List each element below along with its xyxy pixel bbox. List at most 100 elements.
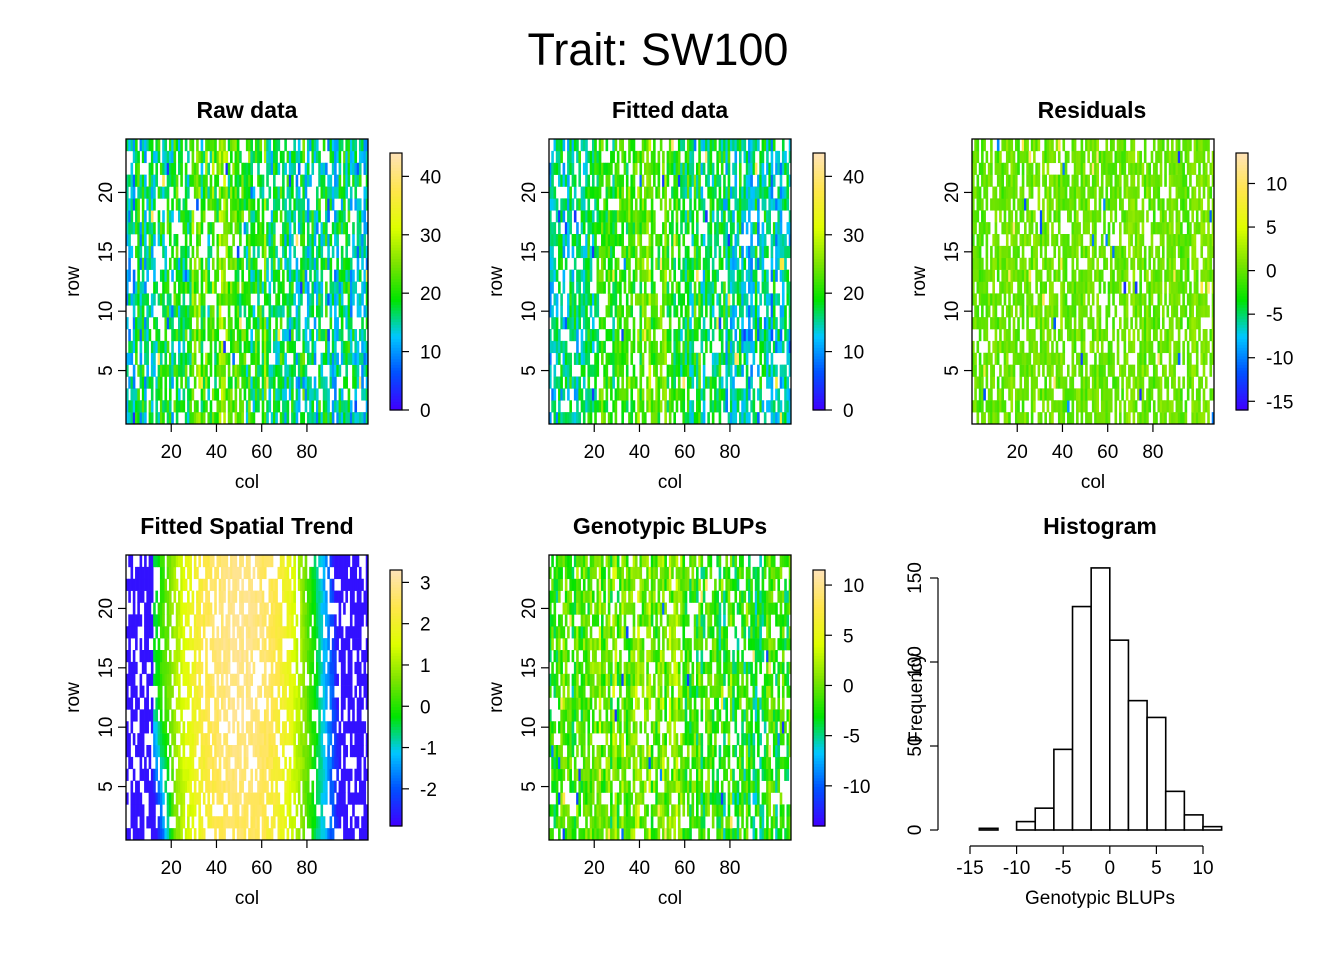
heatmap-cell bbox=[630, 340, 634, 354]
heatmap-cell bbox=[639, 364, 643, 377]
heatmap-cell bbox=[671, 222, 674, 235]
heatmap-cells bbox=[972, 139, 1215, 425]
heatmap-cell bbox=[1166, 234, 1170, 247]
heatmap-cell bbox=[306, 222, 310, 235]
heatmap-cell bbox=[168, 174, 172, 187]
heatmap-cell bbox=[1082, 305, 1086, 318]
heatmap-cell bbox=[727, 329, 731, 342]
heatmap-cell bbox=[619, 352, 622, 365]
heatmap-cell bbox=[1152, 329, 1156, 342]
heatmap-cell bbox=[594, 352, 597, 365]
heatmap-cell bbox=[1091, 376, 1095, 389]
heatmap-cell bbox=[1155, 269, 1158, 282]
heatmap-cell bbox=[216, 174, 220, 187]
heatmap-cell bbox=[263, 281, 267, 294]
heatmap-cell bbox=[675, 364, 679, 377]
heatmap-cell bbox=[159, 376, 163, 389]
colorbar-swatch bbox=[390, 270, 402, 274]
heatmap-cell bbox=[648, 340, 652, 354]
heatmap-cell bbox=[682, 376, 686, 389]
heatmap-cell bbox=[578, 162, 582, 175]
heatmap-cell bbox=[1087, 281, 1090, 294]
heatmap-cell bbox=[300, 269, 303, 282]
heatmap-cell bbox=[729, 257, 733, 270]
heatmap-cell bbox=[286, 400, 290, 413]
heatmap-cell bbox=[245, 400, 249, 413]
heatmap-cell bbox=[601, 234, 604, 247]
heatmap-cell bbox=[137, 317, 140, 330]
heatmap-cell bbox=[354, 281, 358, 294]
heatmap-cell bbox=[1021, 400, 1025, 413]
heatmap-cell bbox=[300, 352, 303, 365]
heatmap-cell bbox=[171, 150, 174, 164]
heatmap-cell bbox=[130, 388, 134, 401]
colorbar-swatch bbox=[813, 175, 825, 180]
heatmap-cell bbox=[1177, 388, 1181, 401]
heatmap-cell bbox=[775, 376, 778, 389]
heatmap-cell bbox=[306, 281, 310, 294]
heatmap-cell bbox=[781, 186, 785, 199]
heatmap-cell bbox=[320, 222, 324, 235]
heatmap-cell bbox=[284, 412, 287, 425]
heatmap-cell bbox=[616, 162, 620, 175]
heatmap-cell bbox=[673, 329, 676, 342]
heatmap-cell bbox=[734, 305, 738, 318]
heatmap-cell bbox=[1071, 412, 1075, 425]
heatmap-cell bbox=[612, 222, 615, 235]
heatmap-cell bbox=[569, 412, 572, 425]
heatmap-cell bbox=[643, 139, 647, 152]
heatmap-cell bbox=[1114, 412, 1118, 425]
heatmap-cell bbox=[1159, 376, 1163, 389]
heatmap-cell bbox=[257, 305, 260, 318]
heatmap-cell bbox=[288, 150, 292, 164]
heatmap-cell bbox=[752, 305, 756, 318]
heatmap-cell bbox=[1019, 293, 1023, 306]
heatmap-cell bbox=[657, 245, 661, 259]
heatmap-cell bbox=[781, 364, 785, 377]
heatmap-cell bbox=[578, 150, 582, 164]
heatmap-cell bbox=[705, 329, 708, 342]
heatmap-cell bbox=[759, 234, 762, 247]
heatmap-cell bbox=[331, 352, 335, 365]
heatmap-cell bbox=[1071, 234, 1075, 247]
heatmap-cell bbox=[673, 340, 676, 354]
heatmap-cell bbox=[1066, 329, 1070, 342]
heatmap-cell bbox=[1164, 364, 1167, 377]
colorbar-swatch bbox=[813, 195, 825, 200]
heatmap-cell bbox=[1173, 352, 1176, 365]
colorbar-swatch bbox=[813, 261, 825, 265]
heatmap-cell bbox=[334, 281, 337, 294]
heatmap-cell bbox=[1026, 364, 1029, 377]
heatmap-cell bbox=[277, 364, 281, 377]
heatmap-cell bbox=[248, 174, 251, 187]
heatmap-cell bbox=[684, 352, 688, 365]
heatmap-cell bbox=[1148, 388, 1152, 401]
heatmap-cell bbox=[1123, 305, 1127, 318]
heatmap-cell bbox=[603, 234, 606, 247]
heatmap-cell bbox=[786, 340, 790, 354]
heatmap-cell bbox=[686, 400, 690, 413]
heatmap-cell bbox=[209, 317, 213, 330]
heatmap-cell bbox=[585, 162, 588, 175]
heatmap-cell bbox=[214, 329, 217, 342]
heatmap-cell bbox=[564, 174, 568, 187]
heatmap-cell bbox=[128, 198, 131, 211]
heatmap-cell bbox=[1024, 269, 1027, 282]
heatmap-cell bbox=[786, 293, 790, 306]
heatmap-cell bbox=[625, 162, 629, 175]
heatmap-cell bbox=[132, 198, 136, 211]
heatmap-cell bbox=[689, 139, 692, 152]
heatmap-cell bbox=[1100, 340, 1104, 354]
heatmap-cell bbox=[171, 305, 174, 318]
heatmap-cell bbox=[653, 364, 656, 377]
heatmap-cell bbox=[354, 174, 358, 187]
heatmap-cell bbox=[331, 329, 335, 342]
heatmap-cell bbox=[594, 150, 597, 164]
heatmap-cell bbox=[707, 269, 710, 282]
heatmap-cell bbox=[675, 210, 679, 223]
heatmap-cell bbox=[363, 340, 367, 354]
heatmap-cell bbox=[347, 305, 351, 318]
heatmap-cell bbox=[1021, 269, 1025, 282]
heatmap-cell bbox=[772, 281, 776, 294]
heatmap-cell bbox=[361, 234, 364, 247]
